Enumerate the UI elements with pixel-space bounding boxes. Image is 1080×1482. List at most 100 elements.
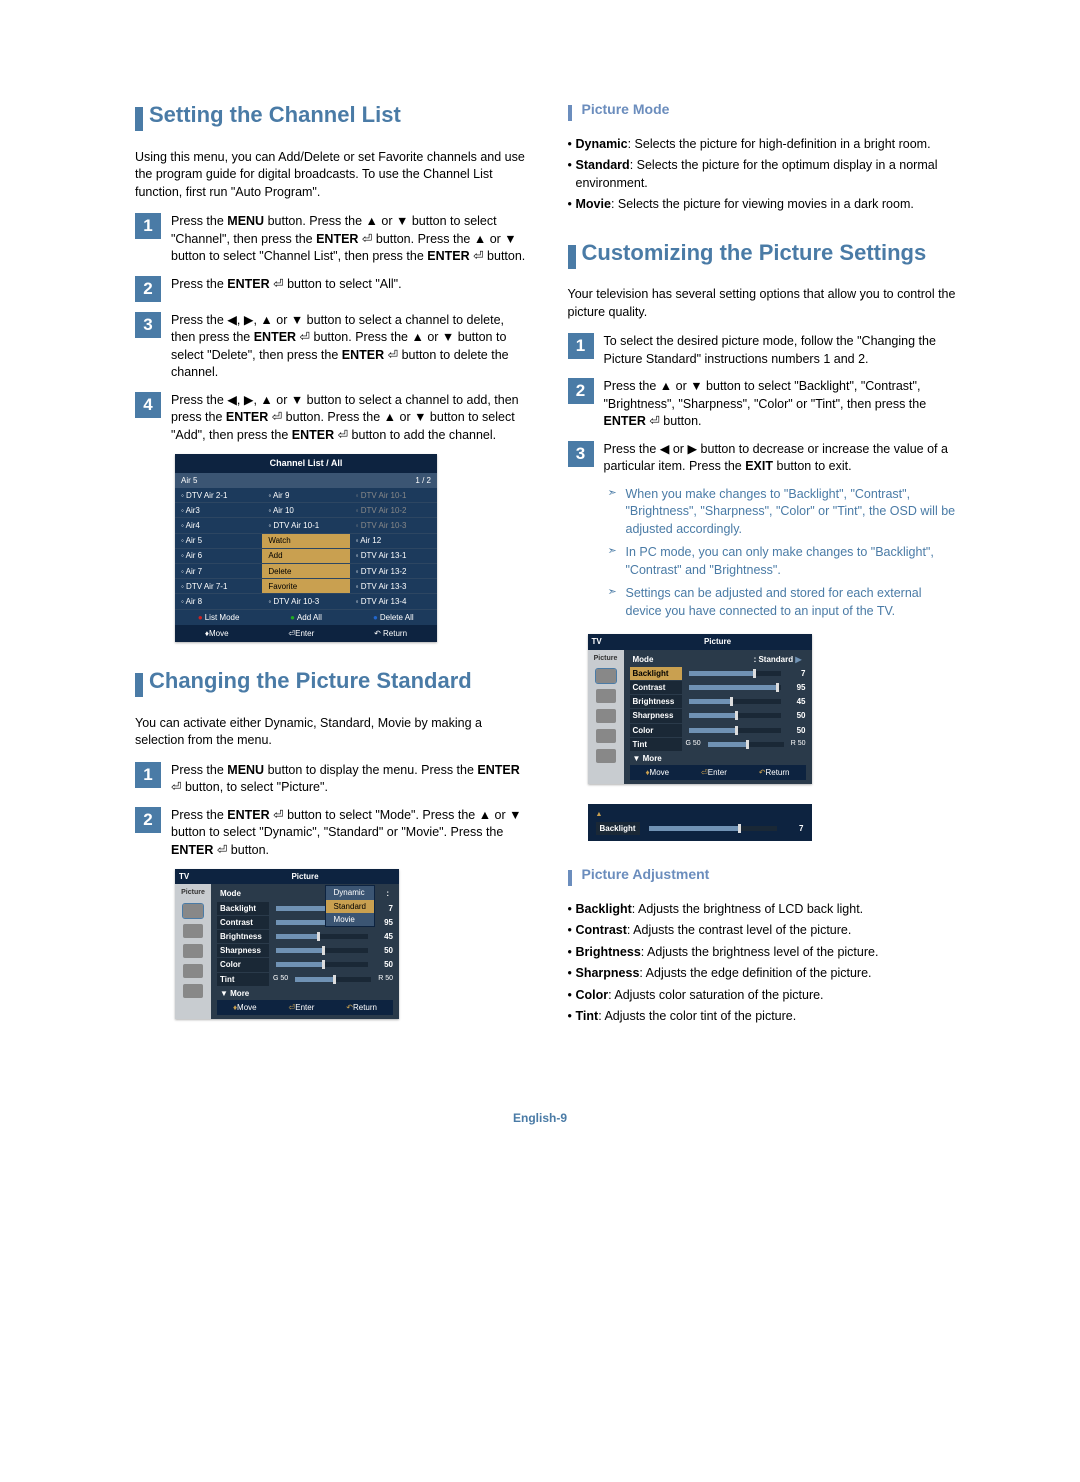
section-mark-icon xyxy=(568,245,576,269)
channel-cell: ◦ Air 9 xyxy=(262,488,349,503)
step: 3 Press the ◀ or ▶ button to decrease or … xyxy=(568,441,961,476)
section-intro: You can activate either Dynamic, Standar… xyxy=(135,715,528,750)
subsection-title: Picture Adjustment xyxy=(582,865,710,885)
picture-mode-subsection: Picture Mode Dynamic: Selects the pictur… xyxy=(568,100,961,214)
channel-cell: ◦ DTV Air 13-4 xyxy=(350,594,437,609)
channel-cell: ◦ Air3 xyxy=(175,503,262,518)
picture-adjustment-list: Backlight: Adjusts the brightness of LCD… xyxy=(568,901,961,1026)
setting-channel-list-section: Setting the Channel List Using this menu… xyxy=(135,100,528,642)
step-number: 1 xyxy=(568,333,594,359)
backlight-slider-osd: ▲ Backlight 7 xyxy=(588,804,812,841)
picture-mode-list: Dynamic: Selects the picture for high-de… xyxy=(568,136,961,214)
osd-title: Channel List / All xyxy=(175,454,437,473)
list-item: Contrast: Adjusts the contrast level of … xyxy=(568,922,961,940)
list-item: Brightness: Adjusts the brightness level… xyxy=(568,944,961,962)
channel-cell: ◦ DTV Air 10-1 xyxy=(262,518,349,533)
step-text: Press the ▲ or ▼ button to select "Backl… xyxy=(604,378,961,431)
picture-osd: TVPicturePictureMode: Standard ▶Backligh… xyxy=(588,634,812,784)
note-item: When you make changes to "Backlight", "C… xyxy=(608,486,961,539)
steps-list: 1 Press the MENU button to display the me… xyxy=(135,762,528,860)
osd-button-row: List Mode Add All Delete All xyxy=(175,610,437,625)
channel-cell: ◦ Air4 xyxy=(175,518,262,533)
step-number: 2 xyxy=(135,276,161,302)
section-title: Setting the Channel List xyxy=(149,100,401,131)
channel-cell: Delete xyxy=(262,564,349,579)
channel-cell: Add xyxy=(262,549,349,564)
list-item: Dynamic: Selects the picture for high-de… xyxy=(568,136,961,154)
section-title: Customizing the Picture Settings xyxy=(582,238,927,269)
page-footer: English-9 xyxy=(0,1110,1080,1127)
channel-cell: ◦ DTV Air 7-1 xyxy=(175,579,262,594)
steps-list: 1 Press the MENU button. Press the ▲ or ▼… xyxy=(135,213,528,444)
step: 2 Press the ENTER ⏎ button to select "All… xyxy=(135,276,528,302)
step-number: 2 xyxy=(568,378,594,404)
channel-cell: ◦ DTV Air 10-3 xyxy=(350,518,437,533)
channel-cell: ◦ DTV Air 13-3 xyxy=(350,579,437,594)
note-item: In PC mode, you can only make changes to… xyxy=(608,544,961,579)
step-text: Press the ◀, ▶, ▲ or ▼ button to select … xyxy=(171,392,528,445)
foot-move: ♦Move xyxy=(205,628,229,639)
step: 4 Press the ◀, ▶, ▲ or ▼ button to select… xyxy=(135,392,528,445)
channel-cell: ◦ Air 8 xyxy=(175,594,262,609)
channel-grid: ◦ DTV Air 2-1◦ Air 9◦ DTV Air 10-1◦ Air3… xyxy=(175,488,437,610)
channel-cell: ◦ Air 10 xyxy=(262,503,349,518)
add-all-button: Add All xyxy=(262,610,349,625)
step-text: Press the ENTER ⏎ button to select "Mode… xyxy=(171,807,528,860)
picture-osd-dropdown: TVPicturePictureMode:DynamicStandardMovi… xyxy=(175,869,399,1019)
step-number: 1 xyxy=(135,213,161,239)
notes-list: When you make changes to "Backlight", "C… xyxy=(608,486,961,621)
step-text: Press the MENU button. Press the ▲ or ▼ … xyxy=(171,213,528,266)
channel-cell: ◦ DTV Air 10-1 xyxy=(350,488,437,503)
up-arrow-icon: ▲ xyxy=(596,810,804,820)
list-item: Standard: Selects the picture for the op… xyxy=(568,157,961,192)
channel-cell: ◦ DTV Air 10-2 xyxy=(350,503,437,518)
step-text: Press the ENTER ⏎ button to select "All"… xyxy=(171,276,402,294)
step-number: 3 xyxy=(568,441,594,467)
list-item: Sharpness: Adjusts the edge definition o… xyxy=(568,965,961,983)
channel-cell: ◦ Air 6 xyxy=(175,549,262,564)
subsection-mark-icon xyxy=(568,105,572,121)
channel-list-osd: Channel List / All Air 5 1 / 2 ◦ DTV Air… xyxy=(175,454,437,642)
section-intro: Using this menu, you can Add/Delete or s… xyxy=(135,149,528,202)
channel-cell: ◦ DTV Air 10-3 xyxy=(262,594,349,609)
step-text: Press the ◀, ▶, ▲ or ▼ button to select … xyxy=(171,312,528,382)
step-number: 1 xyxy=(135,762,161,788)
note-item: Settings can be adjusted and stored for … xyxy=(608,585,961,620)
foot-return: ↶ Return xyxy=(374,628,407,639)
step-number: 3 xyxy=(135,312,161,338)
step-number: 4 xyxy=(135,392,161,418)
customizing-picture-section: Customizing the Picture Settings Your te… xyxy=(568,238,961,842)
backlight-value: 7 xyxy=(786,823,804,834)
list-item: Movie: Selects the picture for viewing m… xyxy=(568,196,961,214)
foot-enter: ⏎Enter xyxy=(288,628,314,639)
list-item: Tint: Adjusts the color tint of the pict… xyxy=(568,1008,961,1026)
step: 1 Press the MENU button to display the me… xyxy=(135,762,528,797)
step: 1 To select the desired picture mode, fol… xyxy=(568,333,961,368)
step-number: 2 xyxy=(135,807,161,833)
channel-cell: Favorite xyxy=(262,579,349,594)
step-text: Press the MENU button to display the men… xyxy=(171,762,528,797)
channel-cell: ◦ Air 12 xyxy=(350,534,437,549)
step: 2 Press the ▲ or ▼ button to select "Back… xyxy=(568,378,961,431)
list-item: Color: Adjusts color saturation of the p… xyxy=(568,987,961,1005)
step: 2 Press the ENTER ⏎ button to select "Mod… xyxy=(135,807,528,860)
osd-page-indicator: 1 / 2 xyxy=(415,475,431,486)
channel-cell: ◦ DTV Air 13-2 xyxy=(350,564,437,579)
step: 1 Press the MENU button. Press the ▲ or ▼… xyxy=(135,213,528,266)
step-text: Press the ◀ or ▶ button to decrease or i… xyxy=(604,441,961,476)
channel-cell: ◦ Air 7 xyxy=(175,564,262,579)
channel-cell: ◦ DTV Air 2-1 xyxy=(175,488,262,503)
channel-cell: Watch xyxy=(262,534,349,549)
subsection-mark-icon xyxy=(568,870,572,886)
changing-picture-standard-section: Changing the Picture Standard You can ac… xyxy=(135,666,528,1019)
section-mark-icon xyxy=(135,107,143,131)
step: 3 Press the ◀, ▶, ▲ or ▼ button to select… xyxy=(135,312,528,382)
channel-cell: ◦ Air 5 xyxy=(175,534,262,549)
section-intro: Your television has several setting opti… xyxy=(568,286,961,321)
section-mark-icon xyxy=(135,673,143,697)
step-text: To select the desired picture mode, foll… xyxy=(604,333,961,368)
steps-list: 1 To select the desired picture mode, fol… xyxy=(568,333,961,476)
list-mode-button: List Mode xyxy=(175,610,262,625)
osd-subtitle: Air 5 xyxy=(181,475,197,486)
subsection-title: Picture Mode xyxy=(582,100,670,120)
